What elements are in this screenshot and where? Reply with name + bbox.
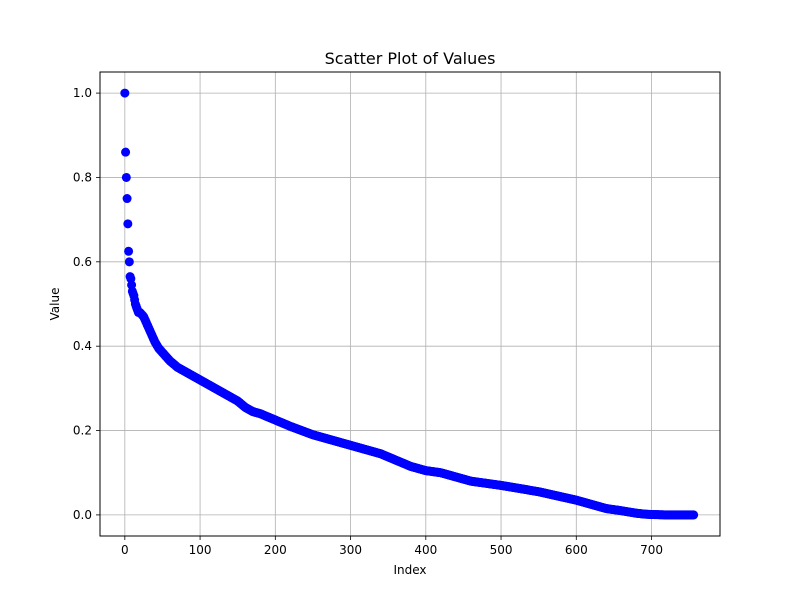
x-tick-label: 700 — [640, 543, 663, 557]
plot-frame — [99, 71, 721, 537]
data-point — [689, 510, 699, 520]
x-tick-label: 100 — [189, 543, 212, 557]
grid-lines — [100, 72, 720, 536]
y-axis-ticks: 0.0 0.2 0.4 0.6 0.8 1.0 — [73, 86, 100, 522]
x-tick-label: 200 — [264, 543, 287, 557]
y-tick-label: 0.2 — [73, 424, 92, 438]
data-point — [122, 194, 132, 204]
data-points — [120, 88, 699, 520]
data-point — [121, 147, 131, 157]
x-tick-label: 400 — [414, 543, 437, 557]
data-point — [120, 88, 130, 98]
y-axis-label: Value — [48, 288, 62, 321]
data-point — [124, 246, 134, 256]
y-tick-label: 0.8 — [73, 170, 92, 184]
y-tick-label: 0.4 — [73, 339, 92, 353]
data-point — [124, 257, 134, 267]
chart-title: Scatter Plot of Values — [325, 49, 496, 68]
y-tick-label: 1.0 — [73, 86, 92, 100]
x-tick-label: 500 — [490, 543, 513, 557]
x-tick-label: 600 — [565, 543, 588, 557]
x-axis-label: Index — [393, 563, 426, 577]
y-tick-label: 0.6 — [73, 255, 92, 269]
data-point — [121, 172, 131, 182]
x-axis-ticks: 0 100 200 300 400 500 600 700 — [121, 536, 663, 557]
y-tick-label: 0.0 — [73, 508, 92, 522]
x-tick-label: 0 — [121, 543, 129, 557]
data-point — [123, 219, 133, 229]
x-tick-label: 300 — [339, 543, 362, 557]
